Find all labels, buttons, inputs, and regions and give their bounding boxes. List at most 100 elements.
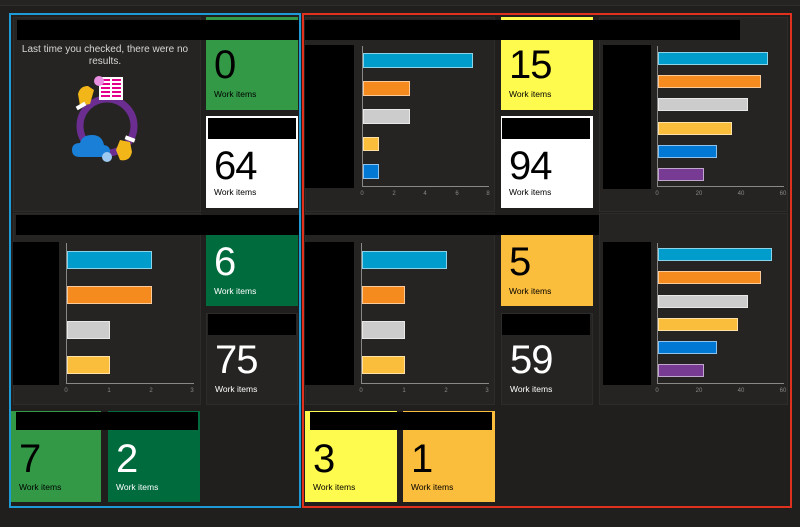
chart-legend-redacted (305, 242, 354, 385)
x-tick: 40 (737, 388, 745, 394)
x-tick: 2 (444, 388, 448, 394)
bar[interactable] (658, 98, 748, 111)
x-tick: 0 (655, 191, 659, 197)
tile-title-redacted (206, 20, 299, 40)
tile-count: 7 (19, 437, 41, 481)
x-axis (362, 186, 489, 187)
x-tick: 0 (360, 191, 364, 197)
tile-label: Work items (214, 187, 257, 197)
x-axis (657, 186, 784, 187)
bar[interactable] (658, 364, 704, 377)
bar-chart: 0 1 2 3 (64, 243, 196, 398)
bar-chart: 0 2 4 6 8 (360, 46, 490, 201)
query-empty-message: Last time you checked, there were no res… (21, 44, 189, 67)
y-axis (361, 243, 362, 384)
tile-label: Work items (411, 482, 454, 492)
empty-query-illustration-icon (72, 76, 138, 162)
bar[interactable] (658, 271, 761, 284)
x-tick: 8 (486, 191, 490, 197)
bar-chart: 0 20 40 60 (655, 243, 787, 398)
x-tick: 0 (64, 388, 68, 394)
bar[interactable] (658, 145, 717, 158)
x-tick: 2 (149, 388, 153, 394)
top-toolbar-strip (0, 0, 800, 6)
bar[interactable] (658, 341, 717, 354)
bar[interactable] (658, 248, 772, 261)
tile-title-redacted (502, 314, 590, 335)
chart-legend-redacted (13, 242, 59, 385)
bar[interactable] (362, 251, 447, 269)
tile-label: Work items (509, 187, 552, 197)
tile-count: 6 (214, 240, 236, 284)
x-tick: 3 (485, 388, 489, 394)
x-tick: 0 (655, 388, 659, 394)
tile-label: Work items (116, 482, 159, 492)
y-axis (657, 46, 658, 187)
chart-legend-redacted (603, 45, 651, 189)
bar[interactable] (363, 109, 410, 124)
tile-title-redacted (208, 118, 296, 139)
y-axis (362, 46, 363, 187)
x-tick: 20 (695, 388, 703, 394)
bar[interactable] (658, 75, 761, 88)
tile-label: Work items (214, 286, 257, 296)
bar[interactable] (67, 251, 152, 269)
bar[interactable] (362, 356, 405, 374)
bar[interactable] (658, 52, 768, 65)
bar[interactable] (67, 356, 110, 374)
tile-title-redacted (501, 20, 600, 40)
bar[interactable] (363, 53, 473, 68)
y-axis (66, 243, 67, 384)
x-tick: 6 (455, 191, 459, 197)
x-tick: 1 (107, 388, 111, 394)
tile-count: 2 (116, 437, 138, 481)
x-tick: 1 (402, 388, 406, 394)
bar-chart: 0 20 40 60 (655, 46, 787, 201)
tile-count: 0 (214, 43, 236, 87)
tile-label: Work items (509, 286, 552, 296)
x-axis (361, 383, 489, 384)
tile-count: 15 (509, 43, 552, 87)
bar[interactable] (658, 318, 738, 331)
y-axis (657, 243, 658, 384)
tile-title-redacted (16, 412, 198, 430)
work-item-count-tile[interactable]: 6 Work items (206, 235, 298, 306)
tile-label: Work items (214, 89, 257, 99)
chart-legend-redacted (603, 242, 651, 385)
x-axis (66, 383, 194, 384)
x-tick: 4 (423, 191, 427, 197)
bar[interactable] (363, 81, 410, 96)
tile-count: 1 (411, 437, 433, 481)
bar[interactable] (658, 168, 704, 181)
x-tick: 40 (737, 191, 745, 197)
tile-label: Work items (215, 384, 258, 394)
tile-label: Work items (509, 89, 552, 99)
tile-count: 3 (313, 437, 335, 481)
bar[interactable] (658, 295, 748, 308)
bar[interactable] (658, 122, 732, 135)
bar-chart: 0 1 2 3 (359, 243, 491, 398)
x-tick: 0 (359, 388, 363, 394)
bar[interactable] (363, 164, 379, 179)
x-tick: 60 (779, 191, 787, 197)
tile-label: Work items (313, 482, 356, 492)
bar[interactable] (362, 286, 405, 304)
tile-title-redacted (310, 412, 492, 430)
tile-count: 5 (509, 240, 531, 284)
bar[interactable] (363, 137, 379, 151)
work-item-count-tile[interactable]: 5 Work items (501, 235, 593, 306)
tile-count: 75 (215, 338, 258, 382)
query-results-widget[interactable] (13, 17, 201, 212)
bar[interactable] (67, 286, 152, 304)
bar[interactable] (362, 321, 405, 339)
tile-title-redacted (208, 314, 296, 335)
tile-label: Work items (510, 384, 553, 394)
x-tick: 60 (779, 388, 787, 394)
tile-title-redacted (502, 118, 590, 139)
x-axis (657, 383, 784, 384)
x-tick: 3 (190, 388, 194, 394)
bar[interactable] (67, 321, 110, 339)
widget-title-redacted (599, 20, 740, 40)
x-tick: 2 (392, 191, 396, 197)
widget-title-redacted (16, 215, 299, 235)
